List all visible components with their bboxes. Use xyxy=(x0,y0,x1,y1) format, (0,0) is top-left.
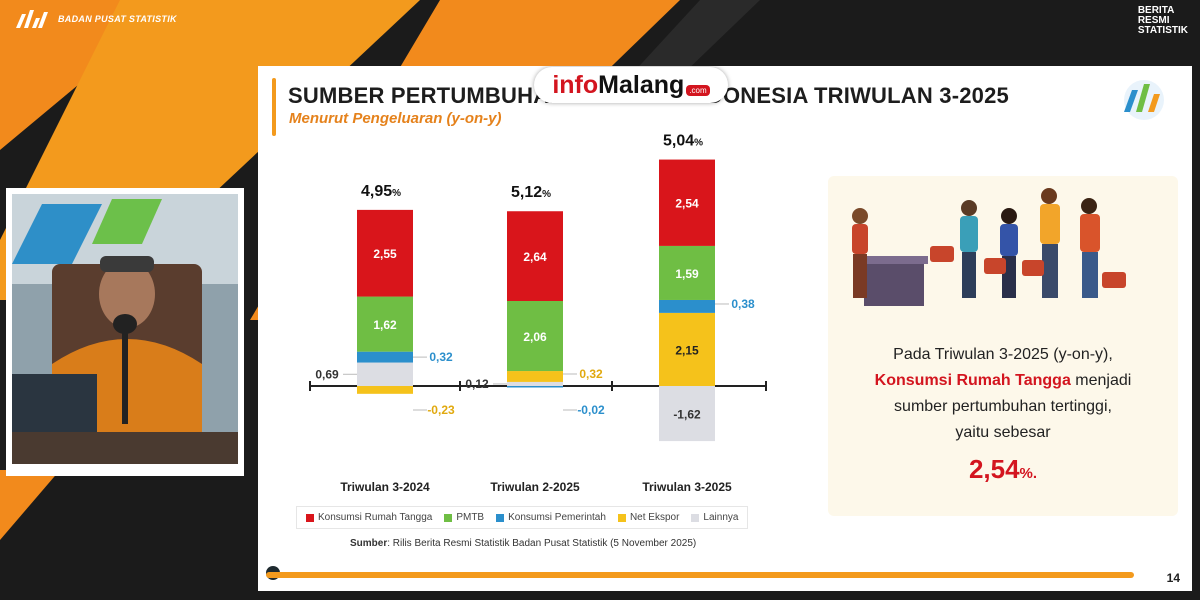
legend-label: Konsumsi Rumah Tangga xyxy=(318,512,433,523)
legend-label: Net Ekspor xyxy=(629,512,680,523)
bar-segment xyxy=(659,299,715,313)
bar-segment xyxy=(507,211,563,301)
info-line2-rest: menjadi xyxy=(1070,372,1132,389)
legend-label: Lainnya xyxy=(703,512,739,523)
presenter-camera-feed xyxy=(12,194,238,464)
page-number: 14 xyxy=(1166,571,1180,585)
brs-logo: BERITA RESMI STATISTIK xyxy=(1138,6,1188,36)
data-label: 1,62 xyxy=(373,318,397,332)
info-highlight: Konsumsi Rumah Tangga xyxy=(874,372,1071,389)
agency-name: BADAN PUSAT STATISTIK xyxy=(58,14,177,24)
stacked-bar-chart: 0,69 -0,23 0,32 1,62 2,55 4,95% Triwulan 3-202… xyxy=(309,133,767,494)
source-note: Sumber: Rilis Berita Resmi Statistik Bad… xyxy=(350,538,696,549)
legend-item: Konsumsi Pemerintah xyxy=(496,512,606,523)
bar-segment xyxy=(357,351,413,363)
total-label: 5,04% xyxy=(663,133,703,150)
data-label: 0,69 xyxy=(315,367,339,381)
watermark-part3: .com xyxy=(686,84,710,96)
bar-segment xyxy=(357,296,413,352)
slide-bottom-bar xyxy=(266,572,1134,578)
category-label: Triwulan 3-2024 xyxy=(340,480,430,494)
watermark-part1: info xyxy=(552,70,599,99)
bar-segment xyxy=(507,371,563,382)
shopping-people-illustration xyxy=(852,188,1126,306)
brs-logo-line: STATISTIK xyxy=(1137,25,1188,36)
total-label: 4,95% xyxy=(361,183,401,200)
info-line2: Konsumsi Rumah Tangga menjadi xyxy=(836,368,1170,394)
slide-subtitle: Menurut Pengeluaran (y-on-y) xyxy=(289,110,502,127)
legend-label: Konsumsi Pemerintah xyxy=(508,512,606,523)
bps-slide-logo-icon xyxy=(1124,80,1164,120)
legend-label: PMTB xyxy=(456,512,485,523)
info-text: Pada Triwulan 3-2025 (y-on-y), Konsumsi … xyxy=(836,342,1170,446)
title-accent-bar xyxy=(272,78,276,136)
data-label: 0,32 xyxy=(429,350,453,364)
data-label: 0,12 xyxy=(465,377,489,391)
legend-item: Lainnya xyxy=(691,512,738,523)
data-label: 2,54 xyxy=(675,197,699,211)
legend-item: Net Ekspor xyxy=(617,512,680,523)
presenter-scene xyxy=(12,194,238,464)
info-line1: Pada Triwulan 3-2025 (y-on-y), xyxy=(893,346,1113,363)
bar-segment xyxy=(507,301,563,372)
bar-segment xyxy=(659,159,715,246)
info-value-number: 2,54 xyxy=(968,454,1020,484)
info-value-unit: %. xyxy=(1019,465,1038,482)
presenter-video xyxy=(6,188,244,476)
legend-item: Konsumsi Rumah Tangga xyxy=(306,512,432,523)
data-label: -1,62 xyxy=(673,408,701,422)
bar-segment xyxy=(507,386,563,388)
bar-segment xyxy=(659,245,715,300)
brs-logo-line: BERITA xyxy=(1137,5,1175,16)
legend-swatch xyxy=(496,513,505,522)
infomalang-watermark: info Malang .com xyxy=(534,67,728,103)
presentation-slide: SUMBER PERTUMBUHAN EKONOMI INDONESIA TRI… xyxy=(258,66,1192,591)
legend-swatch xyxy=(306,513,314,522)
data-label: 1,59 xyxy=(675,267,699,281)
legend-swatch xyxy=(617,513,626,522)
category-label: Triwulan 3-2025 xyxy=(642,480,732,494)
category-label: Triwulan 2-2025 xyxy=(490,480,580,494)
info-line4: yaitu sebesar xyxy=(955,424,1051,441)
brs-logo-line: RESMI xyxy=(1137,15,1170,26)
info-line3: sumber pertumbuhan tertinggi, xyxy=(894,398,1112,415)
data-label: 0,32 xyxy=(579,367,603,381)
data-label: 2,15 xyxy=(675,343,699,357)
data-label: 2,06 xyxy=(523,330,547,344)
bar-segment xyxy=(507,381,563,386)
bps-logo-icon xyxy=(16,10,48,28)
bar-segment xyxy=(357,386,413,394)
watermark-part2: Malang xyxy=(598,70,685,99)
bar-segment xyxy=(659,386,715,442)
legend-swatch xyxy=(691,513,700,522)
info-value: 2,54%. xyxy=(836,454,1170,485)
data-label: 2,55 xyxy=(373,247,397,261)
total-label: 5,12% xyxy=(511,184,551,201)
source-text: : Rilis Berita Resmi Statistik Badan Pus… xyxy=(387,538,697,549)
legend-swatch xyxy=(444,513,453,522)
person xyxy=(960,200,978,298)
bar-segment xyxy=(659,312,715,386)
data-label: -0,02 xyxy=(577,403,605,417)
bar-segment xyxy=(357,362,413,386)
data-label: 0,38 xyxy=(731,297,755,311)
data-label: 2,64 xyxy=(523,250,547,264)
bps-brand: BADAN PUSAT STATISTIK xyxy=(14,8,177,30)
source-label: Sumber xyxy=(350,538,388,549)
data-label: -0,23 xyxy=(427,403,455,417)
bar-segment xyxy=(357,209,413,297)
chart-legend: Konsumsi Rumah Tangga PMTB Konsumsi Pemeri… xyxy=(296,506,749,529)
legend-item: PMTB xyxy=(444,512,484,523)
